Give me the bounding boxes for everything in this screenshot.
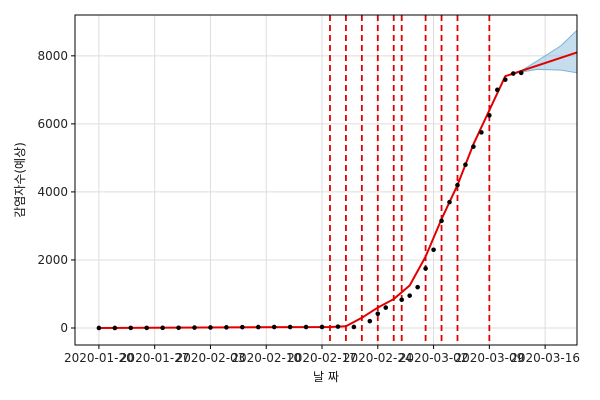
y-tick-label: 6000 — [37, 117, 68, 131]
observed-point — [319, 324, 325, 330]
observed-point — [367, 318, 373, 324]
x-tick-label: 2020-01-27 — [120, 351, 190, 365]
observed-point — [375, 311, 381, 317]
observed-point — [415, 284, 420, 290]
y-tick-label: 4000 — [37, 185, 68, 199]
observed-point — [510, 71, 516, 76]
x-tick-label: 2020-02-03 — [176, 351, 246, 365]
observed-point — [455, 182, 460, 188]
observed-point — [439, 218, 444, 224]
observed-point — [431, 247, 436, 253]
trend-line — [98, 51, 578, 329]
observed-point — [463, 162, 468, 167]
observed-point — [383, 305, 389, 310]
observed-point — [96, 325, 102, 331]
observed-point — [447, 199, 452, 205]
observed-point — [144, 325, 150, 331]
observed-point — [407, 293, 412, 298]
observed-point — [208, 325, 213, 330]
observed-point — [160, 325, 165, 331]
observed-point — [271, 324, 277, 330]
observed-point — [351, 324, 357, 330]
observed-point — [518, 70, 524, 76]
observed-point — [255, 324, 261, 330]
observed-point — [128, 325, 134, 331]
observed-point — [335, 324, 341, 329]
observed-point — [399, 297, 404, 303]
observed-point — [287, 324, 293, 330]
x-tick-label: 2020-02-17 — [287, 351, 357, 365]
forecast-band — [505, 29, 578, 77]
y-tick-label: 2000 — [37, 253, 68, 267]
observed-point — [224, 325, 229, 330]
observed-point — [502, 77, 508, 82]
x-tick-label: 2020-02-24 — [343, 351, 413, 365]
observed-point — [479, 130, 484, 135]
y-tick-label: 8000 — [37, 49, 68, 63]
observed-point — [471, 144, 476, 149]
x-axis-label: 날 짜 — [313, 370, 339, 384]
plot-frame — [74, 14, 578, 346]
x-tick-label: 2020-02-10 — [231, 351, 301, 365]
trend-line-group — [98, 51, 578, 329]
observed-point — [423, 266, 428, 271]
observed-point — [112, 325, 118, 331]
observed-point — [176, 325, 181, 331]
forecast-band-area — [505, 29, 578, 77]
y-axis-label: 감염자수(예상) — [13, 142, 27, 218]
observed-point — [192, 325, 197, 330]
observed-points — [96, 70, 524, 331]
x-tick-label: 2020-03-09 — [454, 351, 524, 365]
x-axis-ticks: 2020-01-202020-01-272020-02-032020-02-10… — [64, 345, 580, 365]
y-tick-label: 0 — [60, 321, 68, 335]
x-tick-label: 2020-03-02 — [399, 351, 469, 365]
x-tick-label: 2020-01-20 — [64, 351, 134, 365]
y-axis-ticks: 0 2000 4000 6000 8000 — [37, 49, 75, 335]
observed-point — [495, 87, 500, 93]
x-tick-label: 2020-03-16 — [510, 351, 580, 365]
changepoint-group — [329, 15, 491, 345]
observed-point — [303, 324, 309, 330]
grid — [75, 15, 577, 345]
observed-point — [487, 113, 492, 118]
observed-point — [240, 324, 245, 330]
